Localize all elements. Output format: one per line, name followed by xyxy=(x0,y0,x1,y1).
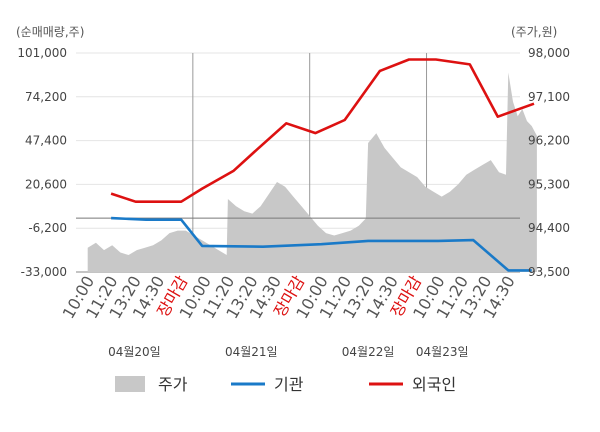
legend-label-price: 주가 xyxy=(158,375,188,394)
right-tick-label: 95,300 xyxy=(528,177,570,191)
legend-label-foreign: 외국인 xyxy=(412,375,456,394)
legend-item-institution[interactable]: 기관 xyxy=(231,375,304,394)
institution-line xyxy=(111,216,532,272)
date-label: 04월20일 xyxy=(108,345,161,359)
left-tick-label: -6,200 xyxy=(28,221,67,235)
date-label: 04월21일 xyxy=(225,345,278,359)
right-axis: 98,000 97,100 96,200 95,300 94,400 93,500 xyxy=(528,46,570,279)
legend-item-price[interactable]: 주가 xyxy=(115,375,188,394)
price-area-layer xyxy=(76,72,537,272)
x-axis: 10:0011:2013:2014:30장마감10:0011:2013:2014… xyxy=(59,272,519,322)
left-tick-label: 101,000 xyxy=(17,46,67,60)
series-layer xyxy=(110,58,535,272)
right-tick-label: 96,200 xyxy=(528,134,570,148)
right-axis-title: (주가,원) xyxy=(511,25,557,39)
left-tick-label: 20,600 xyxy=(25,177,67,191)
left-axis-title: (순매매량,주) xyxy=(16,25,84,39)
left-tick-label: -33,000 xyxy=(21,265,67,279)
date-label: 04월22일 xyxy=(342,345,395,359)
date-label: 04월23일 xyxy=(416,345,469,359)
date-labels: 04월20일 04월21일 04월22일 04월23일 xyxy=(108,345,468,359)
foreign-line xyxy=(110,58,535,203)
right-tick-label: 93,500 xyxy=(528,265,570,279)
left-tick-label: 47,400 xyxy=(25,134,67,148)
right-tick-label: 94,400 xyxy=(528,221,570,235)
right-tick-label: 97,100 xyxy=(528,90,570,104)
right-tick-label: 98,000 xyxy=(528,46,570,60)
legend-label-institution: 기관 xyxy=(274,375,304,394)
legend: 주가 기관 외국인 xyxy=(115,375,456,394)
legend-swatch-price xyxy=(115,376,145,392)
left-tick-label: 74,200 xyxy=(25,90,67,104)
legend-item-foreign[interactable]: 외국인 xyxy=(369,375,456,394)
left-axis: 101,000 74,200 47,400 20,600 -6,200 -33,000 xyxy=(17,46,67,279)
price-area xyxy=(87,72,537,272)
